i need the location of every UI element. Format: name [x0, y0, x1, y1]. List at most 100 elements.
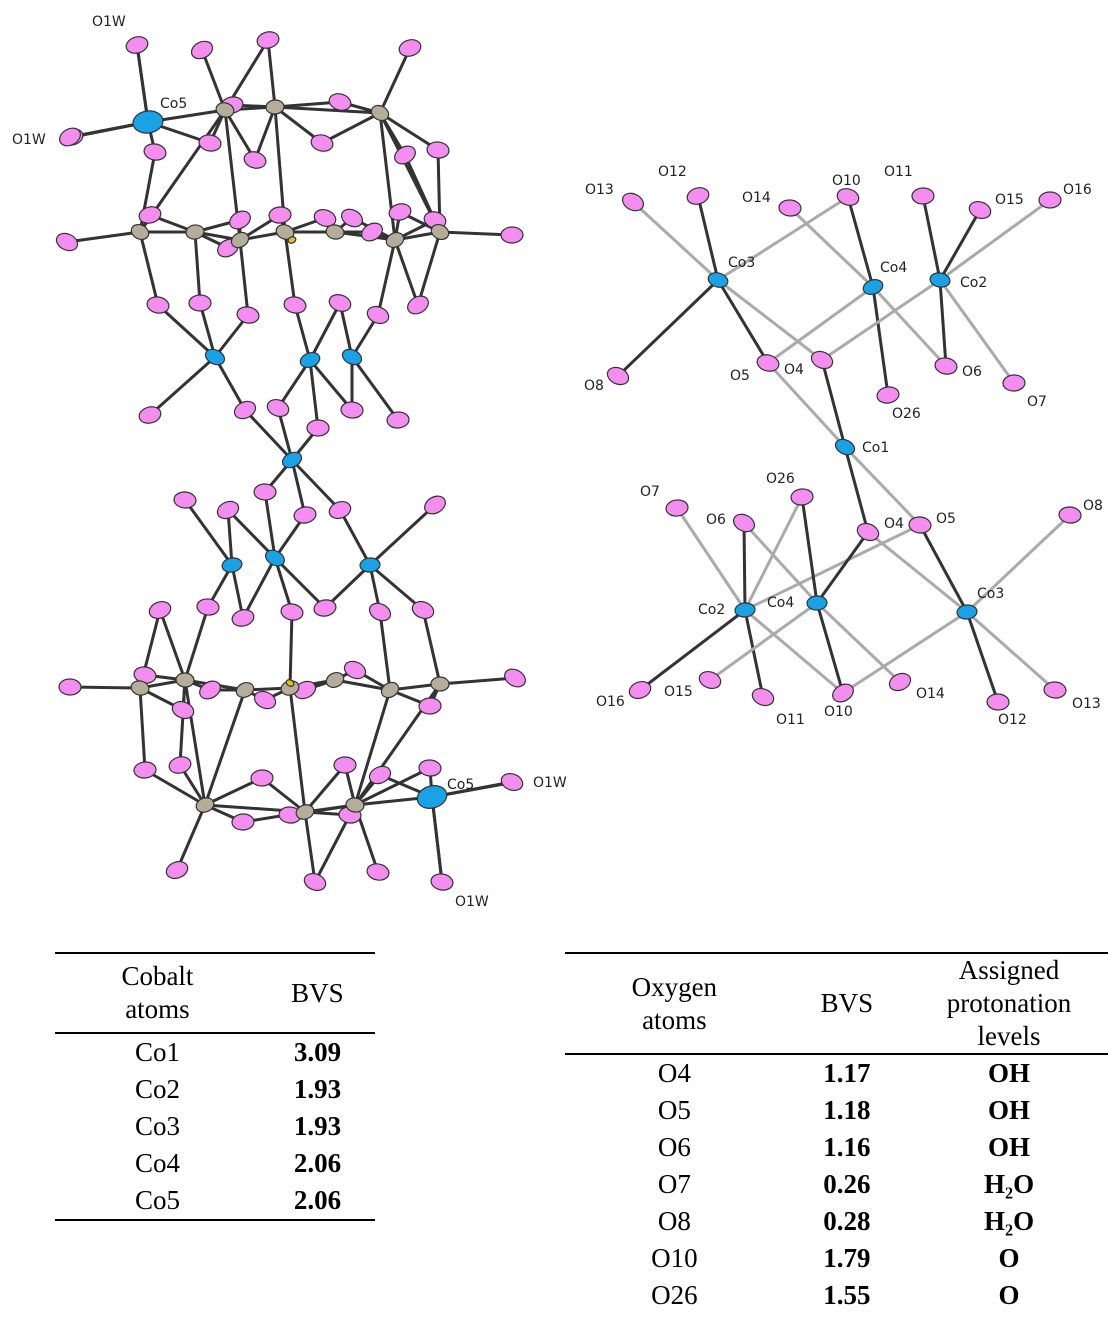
atom-label: O14 — [742, 190, 771, 206]
bond — [67, 232, 140, 242]
atom-label: O26 — [766, 471, 795, 487]
bond — [240, 240, 248, 315]
oxygen-atom — [405, 293, 432, 318]
bond — [873, 287, 946, 366]
column-header: Assigned protonation levels — [910, 953, 1108, 1054]
metal-atom — [415, 782, 450, 811]
atom-label: O8 — [1083, 498, 1103, 514]
oxygen-atom — [367, 600, 394, 624]
column-header: Cobalt atoms — [55, 953, 260, 1033]
oxygen-atom — [685, 185, 711, 206]
metal-atom — [132, 109, 165, 135]
metal-atom — [266, 99, 285, 114]
bond — [718, 280, 822, 360]
atom-label: O10 — [832, 173, 861, 189]
oxygen-atom — [198, 133, 222, 152]
atom-label: Co2 — [960, 275, 987, 291]
oxygen-atom — [1043, 681, 1066, 699]
column-header: BVS — [784, 953, 910, 1054]
oxygen-atom — [242, 149, 267, 170]
bond — [378, 240, 395, 315]
oxygen-atom — [502, 666, 529, 691]
bond — [150, 357, 215, 415]
table-cell: 0.26 — [784, 1166, 910, 1203]
table-row: O41.17OH — [565, 1054, 1108, 1092]
oxygen-atom — [365, 304, 391, 327]
bond — [744, 523, 745, 610]
atom-label: O5 — [730, 368, 750, 384]
table-cell: O — [910, 1240, 1108, 1277]
atom-label: O1W — [455, 894, 489, 910]
bond — [618, 280, 718, 376]
metal-atom — [129, 222, 151, 242]
bond — [817, 532, 868, 603]
bond — [268, 40, 275, 107]
atom-label: O1W — [12, 132, 46, 148]
table-row: Co52.06 — [55, 1182, 375, 1220]
oxygen-atom — [1003, 374, 1026, 391]
table-cell: 1.17 — [784, 1054, 910, 1092]
table-cell: O5 — [565, 1092, 784, 1129]
bond — [185, 607, 208, 680]
bond — [340, 510, 370, 565]
atom-label: O26 — [892, 406, 921, 422]
oxygen-atom — [167, 754, 192, 775]
oxygen-atom — [967, 199, 993, 222]
atom-label: Co2 — [698, 602, 725, 618]
table-cell: Co3 — [55, 1108, 260, 1145]
bond — [243, 558, 275, 618]
bond — [710, 603, 817, 680]
table-row: O51.18OH — [565, 1092, 1108, 1129]
table-cell: 1.16 — [784, 1129, 910, 1166]
bond — [355, 690, 390, 805]
oxygen-atom — [236, 305, 261, 325]
bond — [195, 232, 200, 303]
atom-label: O12 — [998, 712, 1027, 728]
oxygen-atom — [501, 227, 523, 243]
metal-atom — [384, 230, 406, 250]
atom-label: O11 — [884, 164, 913, 180]
bond — [177, 805, 205, 870]
atom-label: O1W — [533, 775, 567, 791]
bond — [640, 610, 745, 690]
oxygen-atom — [499, 771, 525, 794]
oxygen-atom — [54, 230, 81, 254]
oxygen-atom — [293, 505, 317, 525]
bond — [868, 532, 967, 612]
table-cell: OH — [910, 1054, 1108, 1092]
oxygen-atom — [342, 658, 369, 682]
bond — [432, 797, 442, 882]
bond — [140, 688, 145, 770]
metal-atom — [298, 350, 322, 370]
header-row: Oxygen atomsBVSAssigned protonation leve… — [565, 953, 1108, 1054]
bond — [633, 202, 718, 280]
bond — [137, 45, 148, 122]
metal-atom — [379, 679, 402, 700]
oxygen-atom — [232, 813, 255, 830]
oxygen-atom — [147, 599, 173, 622]
oxygen-atom — [302, 871, 328, 894]
oxygen-atom — [430, 872, 454, 892]
page: O1WO1WCo5Co5O1WO1WO13O12O14O10O11O15O16C… — [0, 0, 1108, 1321]
table-cell: H₂O — [910, 1166, 1108, 1203]
atom-label: O13 — [585, 182, 614, 198]
oxygen-bvs-table: Oxygen atomsBVSAssigned protonation leve… — [565, 952, 1108, 1314]
table-cell: 0.28 — [784, 1203, 910, 1240]
metal-atom — [194, 795, 216, 814]
bond — [440, 678, 515, 684]
atom-label: Co3 — [728, 255, 755, 271]
table-row: O70.26H₂O — [565, 1166, 1108, 1203]
oxygen-atom — [226, 208, 253, 233]
bond — [940, 280, 946, 366]
oxygen-atom — [397, 37, 423, 58]
bond — [370, 505, 435, 565]
table-cell: O6 — [565, 1129, 784, 1166]
atom-label: O1W — [92, 14, 126, 30]
oxygen-atom — [418, 759, 441, 776]
bond — [202, 50, 225, 110]
oxygen-atom — [419, 698, 442, 715]
bond — [698, 196, 718, 280]
oxygen-atom — [386, 411, 409, 428]
